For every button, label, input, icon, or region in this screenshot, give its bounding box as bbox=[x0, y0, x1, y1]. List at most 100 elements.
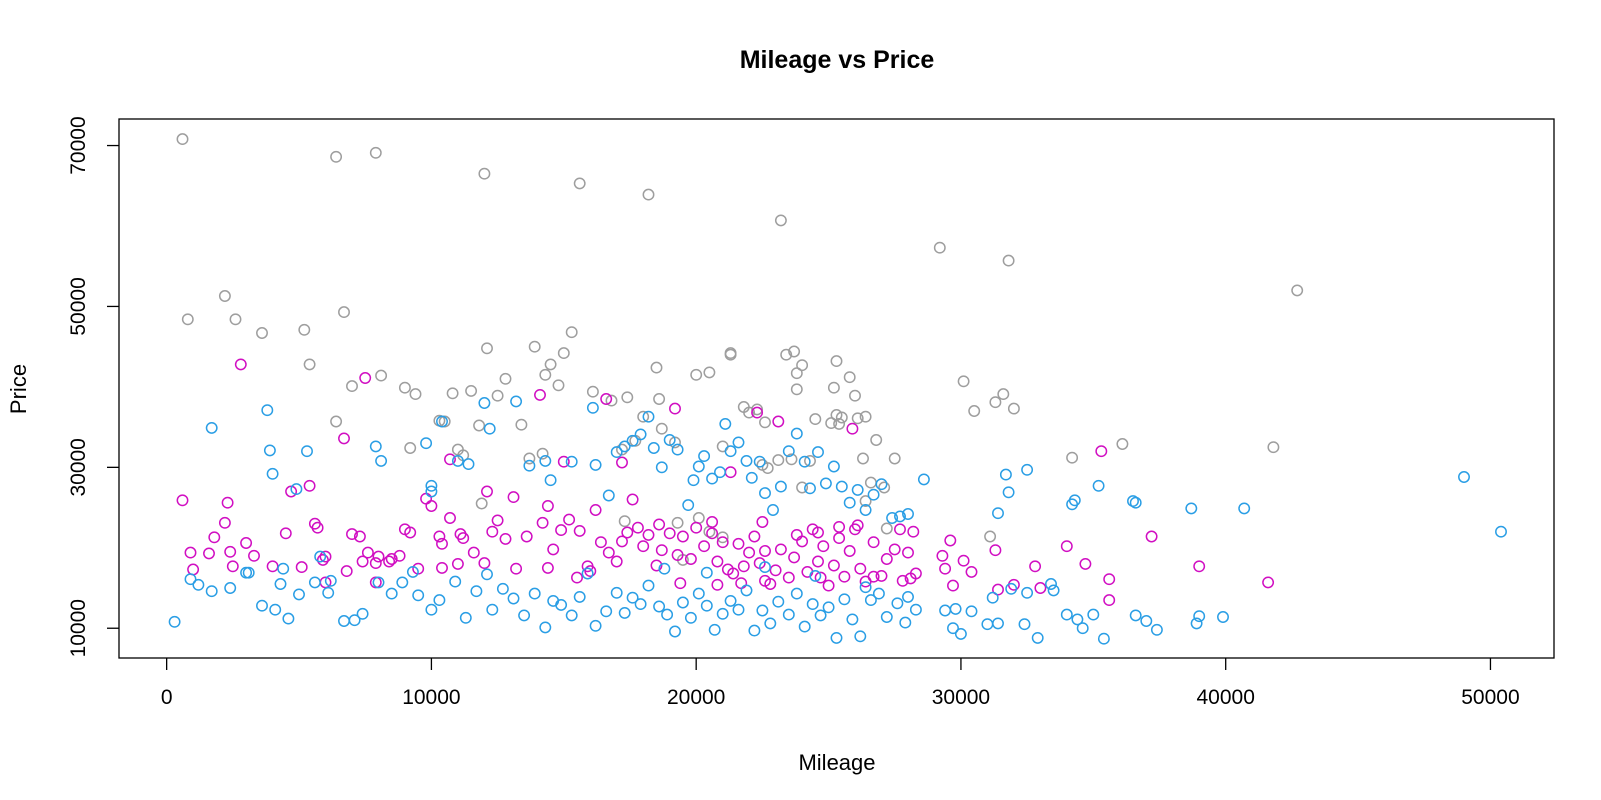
data-point bbox=[857, 452, 869, 465]
data-point bbox=[499, 532, 512, 545]
data-point bbox=[849, 389, 861, 402]
data-point bbox=[642, 188, 655, 201]
data-point bbox=[642, 528, 655, 541]
data-point bbox=[819, 477, 832, 490]
data-point bbox=[772, 415, 785, 428]
data-point bbox=[1066, 451, 1079, 464]
data-point bbox=[584, 565, 597, 578]
data-point bbox=[947, 579, 959, 592]
data-point bbox=[1217, 611, 1229, 623]
data-point bbox=[610, 555, 623, 568]
data-point bbox=[711, 578, 724, 591]
data-point bbox=[716, 531, 729, 544]
data-point bbox=[846, 613, 859, 626]
data-point bbox=[933, 241, 946, 254]
data-point bbox=[356, 607, 369, 620]
data-point bbox=[814, 609, 827, 622]
data-point bbox=[759, 416, 771, 429]
data-point bbox=[616, 535, 628, 548]
data-point bbox=[168, 615, 181, 628]
data-point bbox=[655, 461, 668, 474]
data-point bbox=[295, 561, 308, 574]
data-point bbox=[539, 621, 552, 634]
data-point bbox=[610, 586, 623, 599]
data-point bbox=[735, 577, 748, 590]
data-point bbox=[838, 570, 851, 583]
data-point bbox=[621, 526, 634, 539]
data-point bbox=[1047, 584, 1060, 597]
data-point bbox=[266, 560, 279, 573]
data-point bbox=[425, 479, 438, 492]
data-point bbox=[989, 396, 1002, 409]
data-point bbox=[782, 571, 795, 584]
data-point bbox=[433, 594, 446, 607]
data-point bbox=[184, 546, 197, 559]
data-point bbox=[444, 512, 456, 524]
data-point bbox=[1267, 441, 1280, 454]
data-point bbox=[586, 385, 599, 398]
data-point bbox=[277, 562, 290, 575]
data-point bbox=[610, 446, 623, 459]
data-point bbox=[618, 440, 631, 453]
data-point bbox=[888, 543, 901, 556]
y-tick-label: 50000 bbox=[67, 277, 90, 335]
data-point bbox=[798, 455, 811, 468]
data-point bbox=[229, 313, 242, 326]
series-1 bbox=[176, 358, 1275, 607]
data-point bbox=[301, 445, 313, 458]
data-point bbox=[571, 571, 583, 584]
x-tick-label: 0 bbox=[161, 686, 173, 709]
data-point bbox=[867, 536, 880, 549]
data-point bbox=[1129, 496, 1142, 509]
data-point bbox=[954, 627, 967, 640]
data-point bbox=[706, 472, 719, 485]
data-point bbox=[706, 516, 719, 528]
data-point bbox=[772, 595, 785, 608]
data-point bbox=[518, 609, 531, 622]
axis-ticks: 0 10000 20000 30000 40000 50000 10000 30000 5000… bbox=[67, 116, 1520, 709]
data-point bbox=[854, 562, 867, 575]
data-point bbox=[520, 530, 533, 543]
data-point bbox=[393, 549, 406, 562]
data-point bbox=[812, 526, 824, 539]
data-point bbox=[724, 348, 737, 361]
data-point bbox=[703, 366, 716, 379]
data-point bbox=[798, 620, 811, 633]
data-point bbox=[671, 443, 684, 456]
data-point bbox=[859, 495, 872, 508]
data-point bbox=[796, 535, 809, 548]
data-point bbox=[817, 540, 830, 553]
data-point bbox=[888, 452, 901, 465]
data-point bbox=[875, 569, 888, 582]
data-point bbox=[425, 500, 438, 512]
data-point bbox=[690, 368, 703, 381]
data-point bbox=[565, 326, 578, 339]
data-point bbox=[968, 405, 981, 417]
data-point bbox=[851, 412, 864, 425]
data-point bbox=[539, 454, 552, 467]
data-point bbox=[653, 518, 666, 531]
data-point bbox=[248, 549, 260, 562]
data-point bbox=[536, 447, 549, 460]
data-point bbox=[637, 540, 650, 553]
data-point bbox=[298, 323, 311, 336]
data-point bbox=[372, 550, 385, 563]
data-point bbox=[1002, 254, 1015, 267]
data-point bbox=[412, 589, 425, 602]
data-point bbox=[491, 514, 504, 527]
data-point bbox=[851, 519, 864, 532]
data-point bbox=[711, 555, 724, 568]
data-point bbox=[385, 553, 398, 565]
data-point bbox=[240, 566, 253, 579]
data-point bbox=[1021, 586, 1034, 599]
data-point bbox=[420, 492, 433, 505]
data-point bbox=[939, 562, 952, 575]
data-point bbox=[650, 361, 663, 374]
data-point bbox=[732, 537, 745, 550]
data-point bbox=[528, 340, 541, 353]
data-point bbox=[827, 460, 840, 473]
data-point bbox=[669, 625, 681, 638]
data-point bbox=[698, 450, 711, 463]
data-point bbox=[796, 359, 809, 372]
data-point bbox=[184, 573, 197, 586]
